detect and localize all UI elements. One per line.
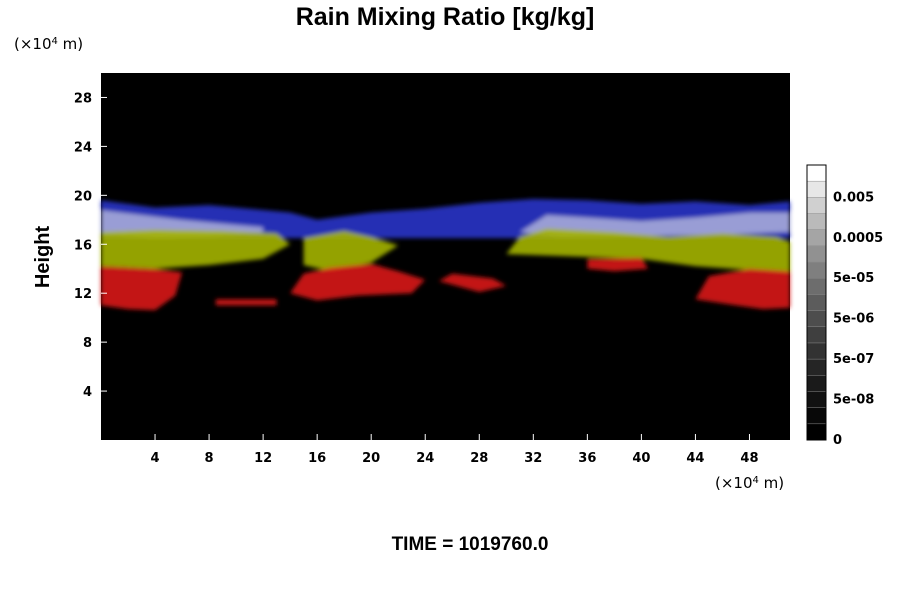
x-tick-label: 48 [740,451,758,466]
x-tick-label: 36 [578,451,596,466]
chart-title: Rain Mixing Ratio [kg/kg] [296,3,595,31]
x-tick-label: 24 [416,451,434,466]
x-tick-label: 44 [686,451,704,466]
colorbar-tick-label: 5e-08 [833,393,874,408]
rain-layer-5 [506,228,790,274]
time-label: TIME = 1019760.0 [392,534,549,555]
colorbar-tick-label: 0.0005 [833,231,883,246]
y-tick-label: 24 [74,140,92,155]
colorbar-cell [807,229,826,247]
colorbar-cell [807,262,826,279]
y-tick-label: 16 [74,238,92,253]
colorbar-cell [807,423,826,441]
y-tick-label: 20 [74,189,92,204]
colorbar-cell [807,407,826,425]
colorbar-cell [807,359,826,376]
y-axis-label: Height [32,226,54,289]
colorbar-cell [807,213,826,231]
colorbar-cell [807,342,826,360]
rain-layer-10 [695,268,790,310]
colorbar-tick-label: 5e-06 [833,312,874,327]
y-axis-unit: (×104 m) [14,35,83,53]
x-tick-label: 4 [151,451,160,466]
colorbar-cell [807,245,826,263]
rain-layer-3 [101,229,291,269]
rain-layer-6 [101,266,183,311]
rain-field [101,199,790,311]
rain-layer-11 [215,299,277,306]
y-tick-label: 8 [83,336,92,351]
colorbar-cell [807,181,826,198]
x-tick-label: 16 [308,451,326,466]
colorbar [806,164,827,441]
rain-layer-4 [303,230,399,272]
colorbar-tick-label: 5e-05 [833,271,874,286]
colorbar-cell [807,391,826,408]
colorbar-frame [806,164,827,441]
colorbar-cell [807,375,826,392]
rain-layer-8 [438,273,507,292]
x-tick-label: 32 [524,451,542,466]
y-tick-label: 28 [74,91,92,106]
colorbar-tick-labels: 0 5e-08 5e-07 5e-06 5e-05 0.0005 0.005 [833,190,883,448]
x-axis-unit: (×104 m) [715,474,784,492]
y-tick-label: 12 [74,287,92,302]
colorbar-cell [807,294,826,311]
x-tick-label: 28 [470,451,488,466]
colorbar-cell [807,326,826,344]
y-tick-label: 4 [83,385,92,400]
colorbar-cell [807,197,826,214]
x-tick-label: 12 [254,451,272,466]
colorbar-tick-label: 0 [833,433,842,448]
y-axis-ticks: 4 8 12 16 20 24 28 [74,91,107,400]
rain-layer-9 [587,257,649,272]
x-axis-ticks: 4 8 12 16 20 24 28 32 36 40 44 48 [151,434,759,466]
colorbar-tick-label: 0.005 [833,190,874,205]
x-tick-label: 20 [362,451,380,466]
colorbar-cell [807,310,826,328]
colorbar-tick-label: 5e-07 [833,352,874,367]
x-tick-label: 40 [632,451,650,466]
colorbar-cell [807,165,826,182]
colorbar-cell [807,278,826,295]
x-tick-label: 8 [205,451,214,466]
rain-layer-7 [290,263,426,301]
